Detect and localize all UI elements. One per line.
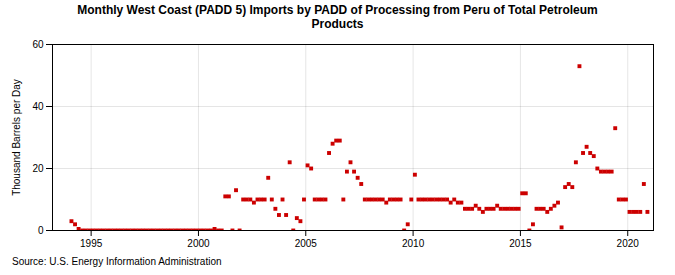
svg-text:1995: 1995 — [80, 237, 103, 248]
svg-text:60: 60 — [32, 38, 44, 49]
svg-text:2015: 2015 — [509, 237, 532, 248]
svg-text:40: 40 — [32, 100, 44, 111]
svg-text:0: 0 — [38, 224, 44, 235]
svg-text:20: 20 — [32, 162, 44, 173]
svg-text:2005: 2005 — [295, 237, 318, 248]
html-text:Source: U.S. Energy Informatio: Source: U.S. Energy Information Administ… — [12, 255, 222, 267]
svg-text:2020: 2020 — [617, 237, 640, 248]
html-text:Monthly West Coast (PADD 5) Im: Monthly West Coast (PADD 5) Imports by P… — [77, 3, 598, 32]
svg-text:2010: 2010 — [402, 237, 425, 248]
svg-text:2000: 2000 — [187, 237, 210, 248]
svg-text:Thousand Barrels per Day: Thousand Barrels per Day — [11, 79, 22, 196]
